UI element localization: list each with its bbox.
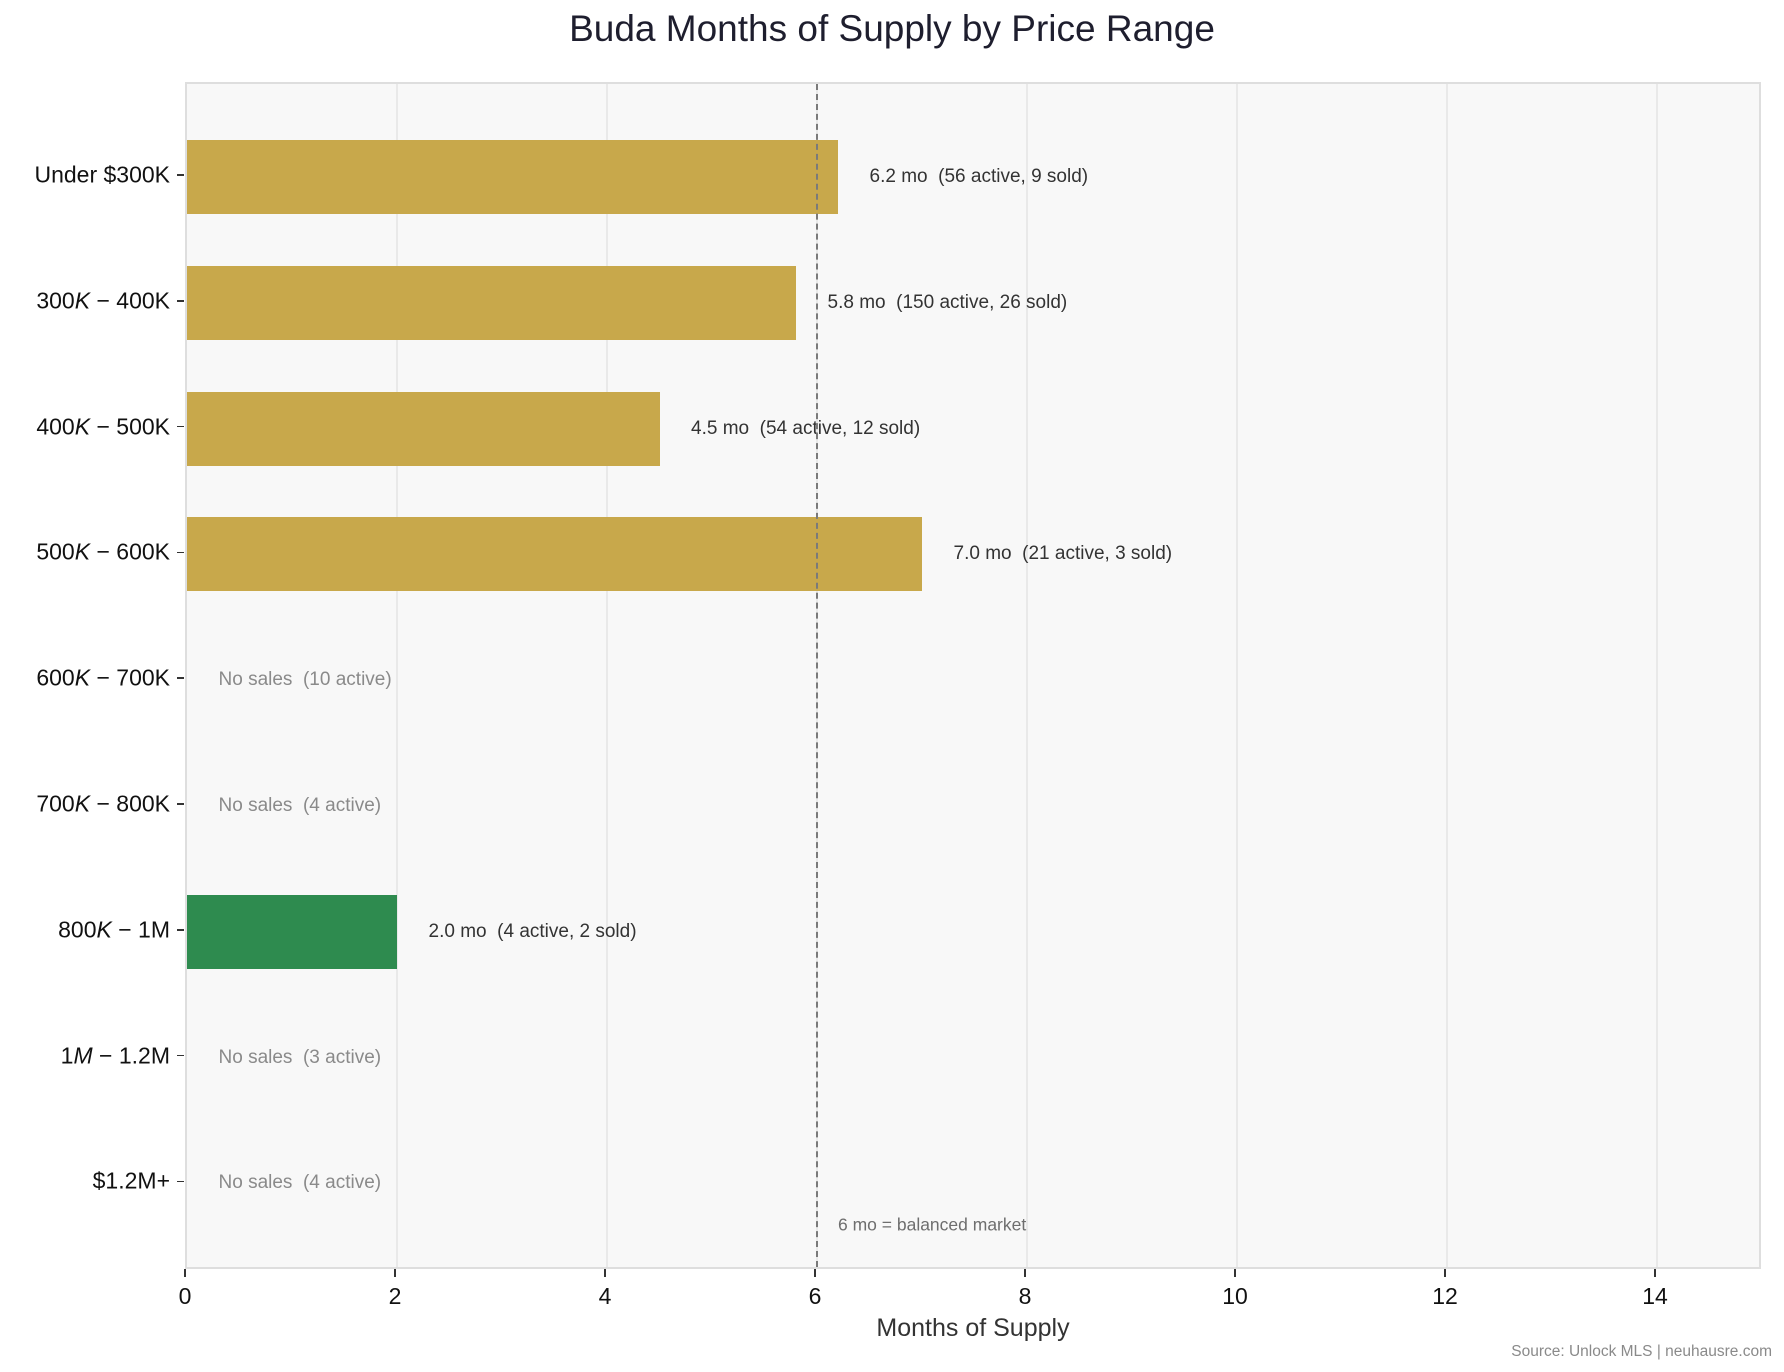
y-tick-label-part: − 500K xyxy=(90,413,170,440)
bar-value-label: 2.0 mo (4 active, 2 sold) xyxy=(428,920,637,942)
x-axis-title: Months of Supply xyxy=(876,1314,1070,1342)
y-tick-label-part: Under $300K xyxy=(34,161,170,188)
y-tick-mark xyxy=(177,300,184,302)
bar-3 xyxy=(187,517,922,592)
y-tick-label-part: K xyxy=(74,790,91,817)
x-tick-label: 2 xyxy=(388,1283,402,1309)
y-tick-label-part: 500 xyxy=(36,538,75,565)
y-tick-label-part: − 700K xyxy=(90,664,170,691)
y-tick-label-part: K xyxy=(74,287,91,314)
x-tick-mark xyxy=(394,1269,396,1277)
y-tick-mark xyxy=(177,803,184,805)
bar-value-label: No sales (10 active) xyxy=(218,669,392,691)
y-tick-label-part: − 400K xyxy=(90,287,170,314)
bar-1 xyxy=(187,265,796,340)
bar-value-label: No sales (4 active) xyxy=(218,1172,382,1194)
y-tick-label-part: 400 xyxy=(36,413,75,440)
x-tick-label: 14 xyxy=(1642,1283,1668,1309)
y-tick-mark xyxy=(177,1180,184,1183)
x-tick-label: 4 xyxy=(598,1283,612,1309)
y-tick-label-part: 800 xyxy=(58,916,97,943)
y-tick-label: 500K − 600K xyxy=(36,539,170,566)
y-tick-label-part: K xyxy=(74,664,91,691)
y-tick-mark xyxy=(177,174,184,176)
bar-value-label: 5.8 mo (150 active, 26 sold) xyxy=(827,291,1068,313)
gridline-x-14 xyxy=(1656,84,1658,1267)
gridline-x-2 xyxy=(396,84,398,1267)
chart-title: Buda Months of Supply by Price Range xyxy=(569,8,1215,49)
bar-6 xyxy=(187,894,397,969)
x-tick-mark xyxy=(1234,1269,1236,1277)
bar-value-label: 4.5 mo (54 active, 12 sold) xyxy=(691,417,921,439)
y-tick-label-part: − 1.2M xyxy=(92,1042,170,1069)
bar-2 xyxy=(187,391,660,466)
x-tick-mark xyxy=(604,1269,606,1277)
x-tick-label: 8 xyxy=(1018,1283,1032,1309)
y-tick-label: $1.2M+ xyxy=(93,1168,170,1195)
plot-area: 6.2 mo (56 active, 9 sold) 5.8 mo (150 ac… xyxy=(185,82,1761,1269)
y-tick-mark xyxy=(177,929,184,931)
source-footnote: Source: Unlock MLS | neuhausre.com xyxy=(1511,1343,1772,1360)
y-tick-label-part: K xyxy=(74,538,91,565)
gridline-x-4 xyxy=(606,84,608,1267)
y-tick-mark xyxy=(177,425,184,428)
y-tick-label-part: K xyxy=(74,413,91,440)
y-tick-label: 300K − 400K xyxy=(36,287,170,314)
x-tick-mark xyxy=(1024,1269,1026,1277)
bar-value-label: No sales (3 active) xyxy=(218,1046,382,1068)
bar-value-label: No sales (4 active) xyxy=(218,795,382,816)
reference-line-label: 6 mo = balanced market xyxy=(838,1214,1027,1235)
y-tick-label: 1M − 1.2M xyxy=(61,1042,170,1069)
y-tick-label-part: − 800K xyxy=(90,790,170,817)
y-tick-label-part: − 600K xyxy=(90,538,170,565)
bar-value-label: 6.2 mo (56 active, 9 sold) xyxy=(869,166,1089,187)
bar-0 xyxy=(187,140,838,214)
y-tick-label-part: − 1M xyxy=(111,916,170,943)
bar-value-label: 7.0 mo (21 active, 3 sold) xyxy=(953,543,1173,565)
y-tick-mark xyxy=(177,1054,184,1057)
y-tick-label-part: 600 xyxy=(36,664,75,691)
y-tick-label-part: K xyxy=(96,916,112,943)
gridline-x-10 xyxy=(1236,84,1238,1267)
gridline-x-12 xyxy=(1446,84,1448,1267)
y-tick-label-part: M xyxy=(73,1042,93,1069)
x-tick-mark xyxy=(1654,1269,1656,1277)
x-tick-mark xyxy=(1444,1269,1446,1277)
x-tick-label: 6 xyxy=(808,1283,822,1309)
y-tick-label-part: 1 xyxy=(60,1042,74,1069)
y-tick-label: 600K − 700K xyxy=(36,665,170,692)
y-tick-label-part: 700 xyxy=(36,790,75,817)
y-tick-mark xyxy=(177,551,184,554)
x-tick-label: 10 xyxy=(1222,1283,1248,1309)
y-tick-label-part: $1.2M+ xyxy=(92,1167,170,1194)
x-tick-label: 0 xyxy=(178,1283,192,1309)
y-tick-mark xyxy=(177,677,184,679)
y-tick-label: 400K − 500K xyxy=(36,413,170,440)
gridline-x-8 xyxy=(1026,84,1028,1267)
x-tick-label: 12 xyxy=(1432,1283,1458,1309)
y-tick-label: Under $300K xyxy=(34,162,170,189)
x-tick-mark xyxy=(814,1269,816,1277)
y-tick-label: 700K − 800K xyxy=(36,791,170,818)
y-tick-label-part: 300 xyxy=(36,287,75,314)
balanced-market-reference-line xyxy=(816,84,818,1267)
x-tick-mark xyxy=(184,1269,186,1277)
y-tick-label: 800K − 1M xyxy=(58,916,170,943)
